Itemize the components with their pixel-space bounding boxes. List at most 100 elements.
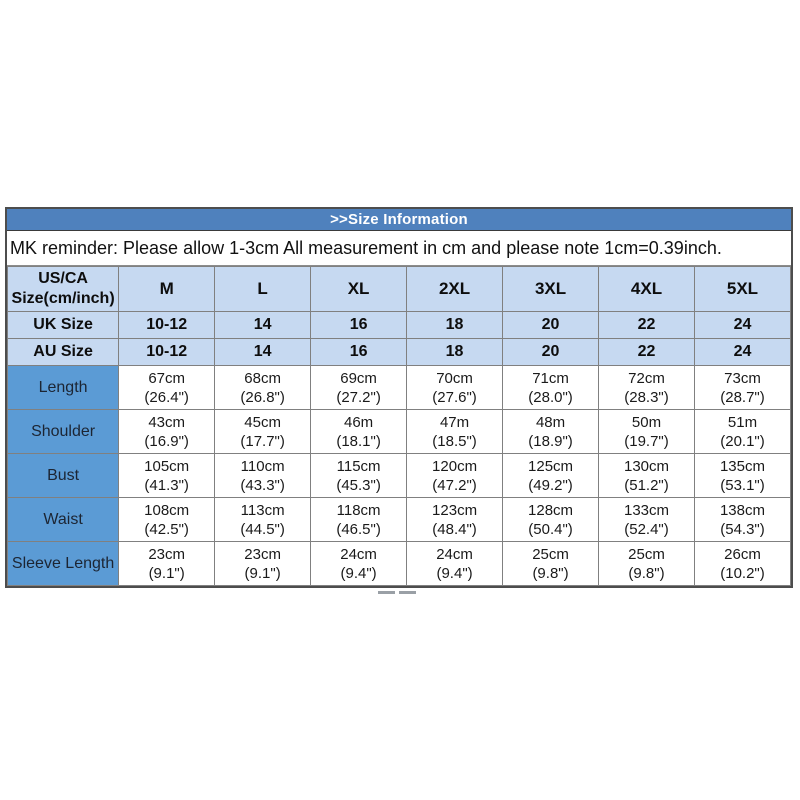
measurement-cell: 48m (18.9") bbox=[502, 409, 600, 454]
measurement-inch-value: (9.4") bbox=[340, 564, 377, 582]
measurement-cell: 125cm (49.2") bbox=[502, 453, 600, 498]
measurement-cell: 43cm (16.9") bbox=[118, 409, 216, 454]
uk-size-value: 10-12 bbox=[118, 311, 216, 339]
corner-line1: US/CA bbox=[38, 270, 88, 287]
measurement-inch-value: (44.5") bbox=[240, 520, 285, 538]
corner-line2: Size(cm/inch) bbox=[11, 290, 115, 307]
size-chart: >>Size Information MK reminder: Please a… bbox=[5, 207, 793, 588]
measurement-inch-value: (53.1") bbox=[720, 476, 765, 494]
measurement-inch-value: (19.7") bbox=[624, 432, 669, 450]
measurement-row: Bust 105cm (41.3") 110cm (43.3") 115cm (45.3")… bbox=[6, 453, 792, 498]
uk-size-row: UK Size 10-12 14 16 18 20 22 24 bbox=[6, 311, 792, 339]
measurement-cell: 135cm (53.1") bbox=[693, 453, 792, 498]
measurement-inch-value: (10.2") bbox=[720, 564, 765, 582]
measurement-cell: 133cm (52.4") bbox=[598, 497, 695, 542]
au-size-label: AU Size bbox=[6, 338, 120, 366]
measurement-cell: 73cm (28.7") bbox=[693, 365, 792, 410]
measurement-cell: 26cm (10.2") bbox=[693, 541, 792, 586]
measurement-cm-value: 25cm bbox=[628, 545, 665, 563]
au-size-value: 10-12 bbox=[118, 338, 216, 366]
uk-size-value: 18 bbox=[406, 311, 504, 339]
measurement-cell: 130cm (51.2") bbox=[598, 453, 695, 498]
measurement-cm-value: 69cm bbox=[340, 369, 377, 387]
measurement-inch-value: (51.2") bbox=[624, 476, 669, 494]
measurement-inch-value: (9.4") bbox=[436, 564, 473, 582]
measurement-cm-value: 26cm bbox=[724, 545, 761, 563]
measurement-cm-value: 43cm bbox=[148, 413, 185, 431]
measurement-cm-value: 73cm bbox=[724, 369, 761, 387]
measurement-cm-value: 24cm bbox=[340, 545, 377, 563]
measurement-inch-value: (9.1") bbox=[244, 564, 281, 582]
measurement-cell: 46m (18.1") bbox=[310, 409, 408, 454]
measurement-cm-value: 110cm bbox=[240, 457, 285, 475]
underline-dash-marks bbox=[378, 591, 416, 594]
measurement-inch-value: (45.3") bbox=[336, 476, 381, 494]
reminder-text: MK reminder: Please allow 1-3cm All meas… bbox=[10, 237, 722, 258]
measurement-row: Shoulder 43cm (16.9") 45cm (17.7") 46m (18.1")… bbox=[6, 409, 792, 454]
dash-mark bbox=[378, 591, 395, 594]
measurement-inch-value: (28.7") bbox=[720, 388, 765, 406]
measurement-cm-value: 120cm bbox=[432, 457, 478, 475]
measurement-cm-value: 25cm bbox=[532, 545, 569, 563]
au-size-value: 18 bbox=[406, 338, 504, 366]
measurement-inch-value: (20.1") bbox=[720, 432, 765, 450]
au-size-value: 22 bbox=[598, 338, 695, 366]
measurement-inch-value: (9.1") bbox=[148, 564, 185, 582]
measurement-cm-value: 105cm bbox=[144, 457, 190, 475]
measurement-cm-value: 130cm bbox=[623, 457, 670, 475]
measurement-cm-value: 71cm bbox=[532, 369, 569, 387]
size-header-row: US/CA Size(cm/inch) M L XL 2XL 3XL 4XL 5XL bbox=[6, 266, 792, 312]
measurement-inch-value: (27.6") bbox=[432, 388, 477, 406]
measurement-cell: 113cm (44.5") bbox=[214, 497, 312, 542]
measurement-inch-value: (26.4") bbox=[144, 388, 189, 406]
measurement-inch-value: (52.4") bbox=[624, 520, 669, 538]
measurement-inch-value: (26.8") bbox=[240, 388, 285, 406]
size-information-title-bar: >>Size Information bbox=[7, 209, 791, 231]
measurement-inch-value: (28.0") bbox=[528, 388, 573, 406]
measurement-inch-value: (18.9") bbox=[528, 432, 573, 450]
size-column-header: L bbox=[214, 266, 312, 312]
size-column-header: 2XL bbox=[406, 266, 504, 312]
measurement-inch-value: (50.4") bbox=[528, 520, 573, 538]
measurement-inch-value: (16.9") bbox=[144, 432, 189, 450]
size-table: US/CA Size(cm/inch) M L XL 2XL 3XL 4XL 5XL UK … bbox=[6, 266, 792, 586]
measurement-cm-value: 67cm bbox=[148, 369, 185, 387]
measurement-cm-value: 68cm bbox=[244, 369, 281, 387]
measurement-inch-value: (48.4") bbox=[432, 520, 477, 538]
measurement-cell: 45cm (17.7") bbox=[214, 409, 312, 454]
au-size-value: 14 bbox=[214, 338, 312, 366]
measurement-cell: 23cm (9.1") bbox=[214, 541, 312, 586]
measurement-inch-value: (42.5") bbox=[144, 520, 189, 538]
measurement-cm-value: 45cm bbox=[244, 413, 281, 431]
measurement-cell: 51m (20.1") bbox=[693, 409, 792, 454]
measurement-cell: 70cm (27.6") bbox=[406, 365, 504, 410]
measurement-inch-value: (17.7") bbox=[240, 432, 285, 450]
measurement-cm-value: 48m bbox=[535, 413, 566, 431]
size-column-header: XL bbox=[310, 266, 408, 312]
measurement-cell: 25cm (9.8") bbox=[502, 541, 600, 586]
measurement-cell: 24cm (9.4") bbox=[406, 541, 504, 586]
size-information-title: >>Size Information bbox=[330, 211, 468, 228]
measurement-label: Shoulder bbox=[6, 409, 120, 454]
measurement-cm-value: 108cm bbox=[144, 501, 190, 519]
measurement-cm-value: 125cm bbox=[528, 457, 574, 475]
measurement-cm-value: 70cm bbox=[436, 369, 473, 387]
measurement-cell: 23cm (9.1") bbox=[118, 541, 216, 586]
measurement-cm-value: 113cm bbox=[240, 501, 285, 519]
size-column-header: 3XL bbox=[502, 266, 600, 312]
measurement-inch-value: (18.5") bbox=[432, 432, 477, 450]
measurement-cm-value: 118cm bbox=[336, 501, 381, 519]
measurement-label: Sleeve Length bbox=[6, 541, 120, 586]
measurement-inch-value: (47.2") bbox=[432, 476, 477, 494]
measurement-cell: 24cm (9.4") bbox=[310, 541, 408, 586]
measurement-cell: 50m (19.7") bbox=[598, 409, 695, 454]
measurement-inch-value: (41.3") bbox=[144, 476, 189, 494]
au-size-value: 16 bbox=[310, 338, 408, 366]
uk-size-value: 22 bbox=[598, 311, 695, 339]
measurement-cell: 72cm (28.3") bbox=[598, 365, 695, 410]
measurement-inch-value: (18.1") bbox=[336, 432, 381, 450]
measurement-cm-value: 46m bbox=[344, 413, 374, 431]
measurement-rows: Length 67cm (26.4") 68cm (26.8") 69cm (27.2") 7… bbox=[6, 365, 792, 586]
measurement-inch-value: (54.3") bbox=[720, 520, 765, 538]
uk-size-value: 20 bbox=[502, 311, 600, 339]
